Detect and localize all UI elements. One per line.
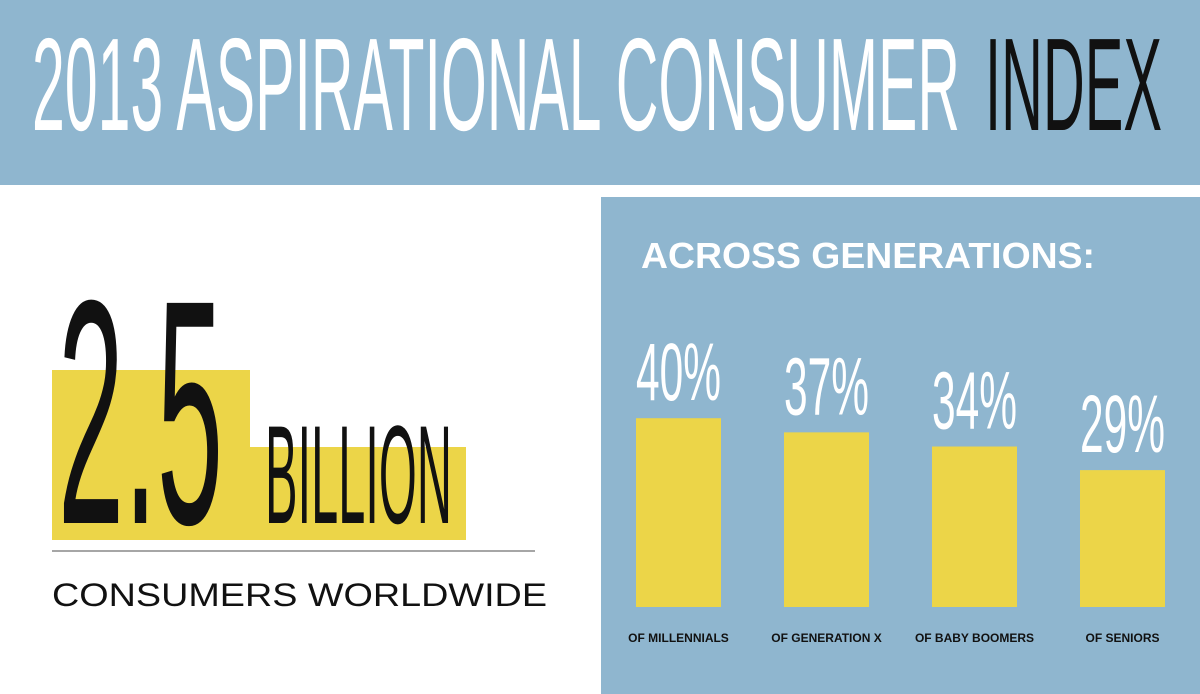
value-label: 40% xyxy=(636,327,721,418)
category-label: OF GENERATION X xyxy=(771,631,881,645)
stat-caption: CONSUMERS WORLDWIDE xyxy=(52,577,547,613)
header-band xyxy=(0,0,1200,185)
highlight-block xyxy=(250,447,466,540)
value-label: 37% xyxy=(784,341,869,432)
bar xyxy=(932,446,1017,607)
bars: 40% OF MILLENNIALS 37% OF GENERATION X 34% OF… xyxy=(628,327,1165,645)
category-label: OF MILLENNIALS xyxy=(628,631,729,645)
chart-title: ACROSS GENERATIONS: xyxy=(641,235,1095,276)
bar xyxy=(784,432,869,607)
bar xyxy=(1080,470,1165,607)
stat-unit: BILLION xyxy=(265,396,452,553)
bar xyxy=(636,418,721,607)
stat-number: 2.5 xyxy=(58,233,223,591)
highlight-block xyxy=(52,370,250,540)
category-label: OF BABY BOOMERS xyxy=(915,631,1034,645)
value-label: 29% xyxy=(1080,379,1165,470)
category-label: OF SENIORS xyxy=(1085,631,1159,645)
title-accent: INDEX xyxy=(985,11,1162,158)
title-main: 2013 ASPIRATIONAL CONSUMER xyxy=(32,11,960,158)
value-label: 34% xyxy=(932,356,1017,447)
